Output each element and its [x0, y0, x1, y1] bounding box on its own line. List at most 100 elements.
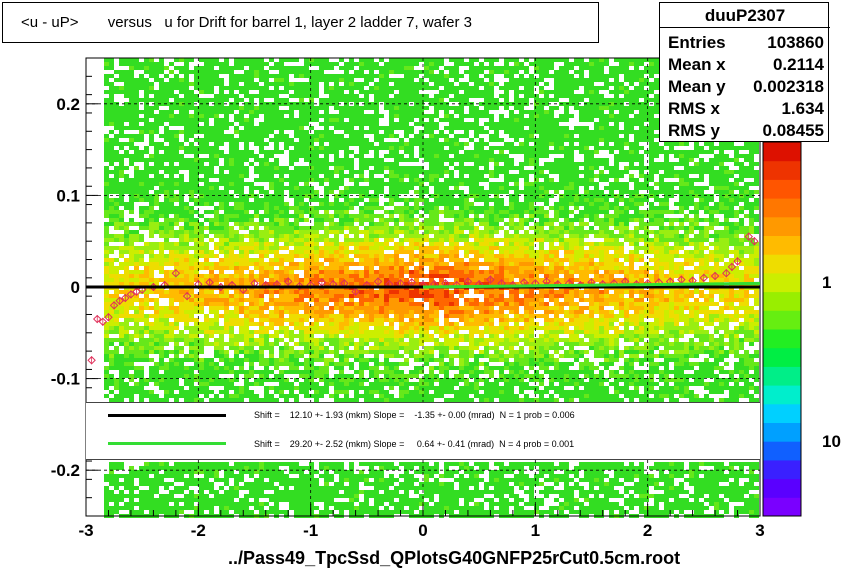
heatmap-cell — [289, 194, 294, 198]
heatmap-cell — [309, 282, 314, 286]
heatmap-cell — [314, 174, 319, 178]
heatmap-cell — [119, 174, 124, 178]
heatmap-cell — [199, 502, 204, 506]
heatmap-cell — [219, 138, 224, 142]
heatmap-cell — [279, 178, 284, 182]
heatmap-cell — [399, 110, 404, 114]
heatmap-cell — [164, 90, 169, 94]
heatmap-cell — [194, 478, 199, 482]
heatmap-cell — [274, 302, 279, 306]
heatmap-cell — [174, 142, 179, 146]
heatmap-cell — [119, 382, 124, 386]
heatmap-cell — [264, 214, 269, 218]
heatmap-cell — [319, 350, 324, 354]
heatmap-cell — [204, 126, 209, 130]
heatmap-cell — [394, 290, 399, 294]
heatmap-cell — [354, 114, 359, 118]
heatmap-cell — [379, 90, 384, 94]
heatmap-cell — [369, 282, 374, 286]
heatmap-cell — [319, 390, 324, 394]
heatmap-cell — [109, 354, 114, 358]
heatmap-cell — [144, 382, 149, 386]
heatmap-cell — [264, 250, 269, 254]
heatmap-cell — [184, 58, 189, 62]
heatmap-cell — [204, 182, 209, 186]
heatmap-cell — [304, 150, 309, 154]
heatmap-cell — [254, 110, 259, 114]
heatmap-cell — [369, 358, 374, 362]
heatmap-cell — [359, 230, 364, 234]
heatmap-cell — [249, 354, 254, 358]
heatmap-cell — [304, 326, 309, 330]
heatmap-cell — [189, 210, 194, 214]
heatmap-cell — [319, 266, 324, 270]
heatmap-cell — [139, 510, 144, 514]
heatmap-cell — [169, 490, 174, 494]
heatmap-cell — [219, 306, 224, 310]
heatmap-cell — [184, 374, 189, 378]
heatmap-cell — [134, 170, 139, 174]
heatmap-cell — [209, 322, 214, 326]
heatmap-cell — [284, 270, 289, 274]
heatmap-cell — [374, 214, 379, 218]
heatmap-cell — [279, 214, 284, 218]
heatmap-cell — [394, 398, 399, 402]
heatmap-cell — [394, 198, 399, 202]
heatmap-cell — [254, 226, 259, 230]
heatmap-cell — [279, 198, 284, 202]
heatmap-cell — [239, 134, 244, 138]
heatmap-cell — [249, 394, 254, 398]
heatmap-cell — [304, 334, 309, 338]
heatmap-cell — [174, 150, 179, 154]
heatmap-cell — [269, 282, 274, 286]
heatmap-cell — [294, 82, 299, 86]
heatmap-cell — [114, 266, 119, 270]
heatmap-cell — [144, 390, 149, 394]
heatmap-cell — [119, 398, 124, 402]
heatmap-cell — [329, 214, 334, 218]
heatmap-cell — [379, 394, 384, 398]
heatmap-cell — [409, 94, 414, 98]
heatmap-cell — [134, 62, 139, 66]
heatmap-cell — [409, 118, 414, 122]
heatmap-cell — [214, 222, 219, 226]
heatmap-cell — [199, 178, 204, 182]
heatmap-cell — [224, 306, 229, 310]
heatmap-cell — [329, 202, 334, 206]
heatmap-cell — [219, 82, 224, 86]
heatmap-cell — [294, 326, 299, 330]
heatmap-cell — [169, 174, 174, 178]
heatmap-cell — [309, 334, 314, 338]
heatmap-cell — [349, 158, 354, 162]
heatmap-cell — [374, 202, 379, 206]
heatmap-cell — [144, 466, 149, 470]
heatmap-cell — [179, 282, 184, 286]
heatmap-cell — [399, 250, 404, 254]
heatmap-cell — [334, 134, 339, 138]
heatmap-cell — [149, 466, 154, 470]
heatmap-cell — [229, 274, 234, 278]
heatmap-cell — [144, 106, 149, 110]
heatmap-cell — [169, 386, 174, 390]
heatmap-cell — [354, 242, 359, 246]
heatmap-cell — [204, 118, 209, 122]
heatmap-cell — [134, 134, 139, 138]
heatmap-cell — [139, 502, 144, 506]
heatmap-cell — [154, 226, 159, 230]
heatmap-cell — [129, 126, 134, 130]
heatmap-cell — [134, 318, 139, 322]
heatmap-cell — [404, 186, 409, 190]
heatmap-cell — [359, 474, 364, 478]
heatmap-cell — [399, 378, 404, 382]
heatmap-cell — [229, 314, 234, 318]
heatmap-cell — [219, 246, 224, 250]
heatmap-cell — [144, 306, 149, 310]
heatmap-cell — [334, 366, 339, 370]
heatmap-cell — [124, 90, 129, 94]
heatmap-cell — [234, 210, 239, 214]
heatmap-cell — [259, 278, 264, 282]
heatmap-cell — [284, 146, 289, 150]
heatmap-cell — [199, 106, 204, 110]
heatmap-cell — [219, 226, 224, 230]
heatmap-cell — [269, 242, 274, 246]
